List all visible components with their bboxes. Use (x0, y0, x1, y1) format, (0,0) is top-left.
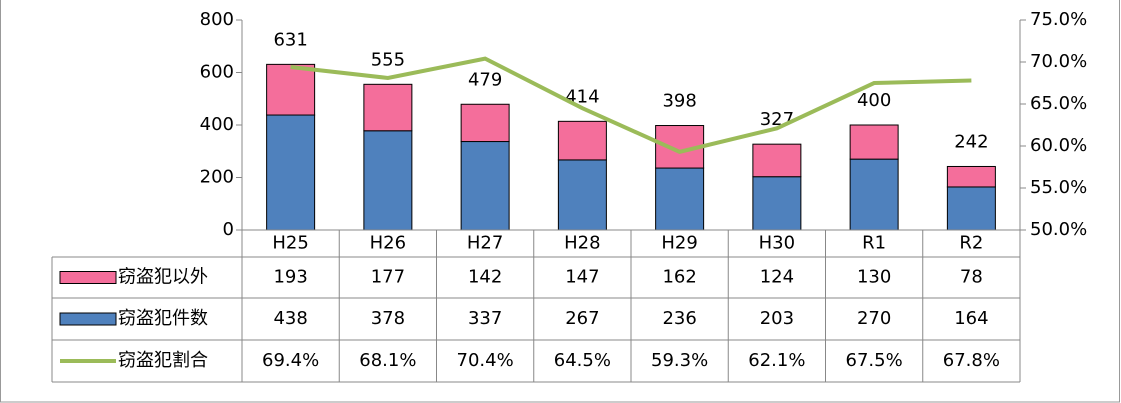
table-value: 142 (468, 267, 502, 288)
bar (557, 120, 607, 161)
y-tick-label: 0 (223, 219, 234, 240)
total-label: 631 (273, 29, 307, 50)
x-tick-label: H27 (467, 233, 503, 254)
table-value: 378 (371, 308, 405, 329)
bar (266, 114, 316, 231)
table-value: 78 (960, 267, 983, 288)
total-label: 479 (468, 69, 502, 90)
total-label: 400 (857, 90, 891, 111)
total-label: 555 (371, 49, 405, 70)
total-label: 398 (662, 91, 696, 112)
bar (460, 141, 510, 231)
legend-swatch (59, 312, 117, 326)
x-tick-label: H29 (661, 233, 697, 254)
table-value: 162 (662, 267, 696, 288)
bar (363, 83, 413, 132)
table-value: 177 (371, 267, 405, 288)
x-tick-label: R1 (862, 233, 886, 254)
line (290, 56, 972, 154)
table-value: 270 (857, 308, 891, 329)
x-tick-label: H26 (370, 233, 406, 254)
table-value: 59.3% (651, 350, 708, 371)
table-value: 147 (565, 267, 599, 288)
table-value: 68.1% (359, 350, 416, 371)
y2-tick-label: 50.0% (1030, 219, 1087, 240)
bar (363, 130, 413, 231)
bar (946, 186, 996, 231)
y-tick-label: 800 (200, 9, 234, 30)
table-value: 124 (760, 267, 794, 288)
legend-swatch (59, 271, 117, 284)
y-tick-label: 600 (200, 62, 234, 83)
table-value: 164 (954, 308, 988, 329)
table-value: 203 (760, 308, 794, 329)
bar (946, 165, 996, 188)
y2-tick-label: 65.0% (1030, 93, 1087, 114)
table-value: 193 (273, 267, 307, 288)
y2-tick-label: 55.0% (1030, 177, 1087, 198)
x-tick-label: R2 (959, 233, 983, 254)
table-value: 130 (857, 267, 891, 288)
bar (752, 176, 802, 231)
table-value: 236 (662, 308, 696, 329)
table-value: 62.1% (748, 350, 805, 371)
bar (849, 158, 899, 231)
table-value: 438 (273, 308, 307, 329)
table-value: 67.8% (943, 350, 1000, 371)
total-label: 242 (954, 131, 988, 152)
y-tick-label: 200 (200, 167, 234, 188)
table-value: 64.5% (554, 350, 611, 371)
x-tick-label: H25 (272, 233, 308, 254)
bar (849, 124, 899, 160)
table-value: 67.5% (846, 350, 903, 371)
legend-label: 窃盗犯件数 (118, 308, 208, 329)
bar (752, 143, 802, 178)
legend-label: 窃盗犯割合 (118, 350, 208, 371)
y2-tick-label: 75.0% (1030, 9, 1087, 30)
table-value: 69.4% (262, 350, 319, 371)
bar (557, 159, 607, 231)
table-value: 267 (565, 308, 599, 329)
y2-tick-label: 70.0% (1030, 51, 1087, 72)
x-tick-label: H30 (759, 233, 795, 254)
y2-tick-label: 60.0% (1030, 135, 1087, 156)
table-value: 70.4% (457, 350, 514, 371)
bar (460, 103, 510, 143)
bar (655, 167, 705, 231)
table-value: 337 (468, 308, 502, 329)
y-tick-label: 400 (200, 114, 234, 135)
legend-label: 窃盗犯以外 (118, 267, 208, 288)
bar (266, 63, 316, 116)
x-tick-label: H28 (564, 233, 600, 254)
